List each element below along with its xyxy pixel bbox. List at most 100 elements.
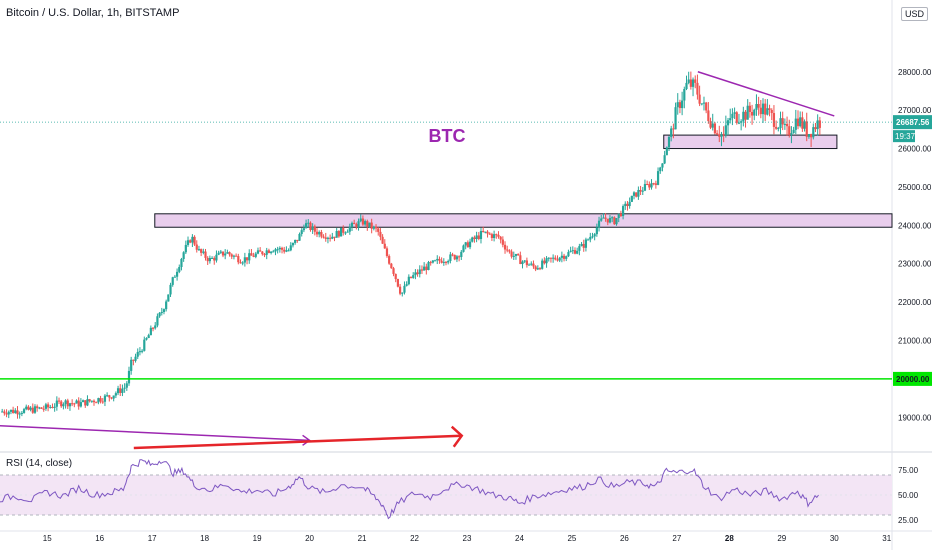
candle-body: [412, 275, 415, 278]
candle-body: [510, 251, 513, 257]
candle-body: [571, 250, 574, 252]
candle-body: [748, 105, 751, 112]
candle-body: [287, 250, 290, 252]
candle-body: [243, 257, 246, 263]
candle-body: [374, 226, 378, 229]
time-tick-label: 20: [305, 534, 314, 543]
candle-body: [296, 239, 299, 241]
candle-body: [613, 217, 616, 225]
candle-body: [390, 263, 393, 269]
candle-body: [451, 254, 454, 256]
candle-body: [554, 257, 557, 260]
candle-body: [626, 203, 629, 207]
candle-body: [169, 284, 172, 295]
candle-body: [753, 109, 756, 116]
currency-badge[interactable]: USD: [900, 7, 928, 21]
candle-body: [186, 240, 190, 245]
candle-body: [527, 264, 531, 266]
candle-body: [88, 399, 91, 402]
candle-body: [9, 409, 13, 412]
candle-body: [357, 221, 360, 228]
candle-body: [460, 251, 463, 257]
candle-body: [237, 256, 240, 263]
candle-body: [414, 272, 417, 276]
candle-body: [589, 236, 592, 240]
btc-annotation: BTC: [429, 126, 466, 146]
time-tick-label: 26: [620, 534, 629, 543]
candle-body: [755, 104, 758, 110]
candle-body: [785, 123, 789, 127]
candle-body: [335, 231, 338, 238]
time-tick-label: 29: [777, 534, 786, 543]
candle-body: [560, 255, 563, 258]
price-tick-label: 24000.00: [898, 221, 932, 230]
candle-body: [1, 411, 4, 413]
candle-body: [466, 242, 469, 248]
candle-body: [656, 171, 660, 185]
candle-body: [92, 400, 96, 403]
candle-body: [696, 82, 699, 95]
support-price-tag: 20000.00: [896, 375, 930, 384]
candle-body: [718, 134, 721, 137]
candle-body: [22, 409, 26, 413]
price-tick-label: 25000.00: [898, 183, 932, 192]
candle-body: [385, 248, 389, 257]
candle-body: [779, 118, 782, 129]
candle-body: [121, 388, 124, 393]
candle-body: [278, 247, 281, 250]
candle-body: [436, 258, 439, 261]
candle-body: [167, 294, 170, 302]
candle-body: [232, 255, 236, 257]
time-tick-label: 15: [43, 534, 52, 543]
candle-body: [165, 301, 168, 310]
candle-body: [337, 231, 340, 237]
candle-body: [783, 123, 786, 125]
candle-body: [381, 236, 384, 244]
candle-body: [624, 203, 627, 207]
candle-body: [55, 400, 58, 407]
candle-body: [241, 262, 244, 264]
candle-body: [458, 256, 461, 258]
candle-body: [447, 260, 450, 263]
candle-body: [265, 250, 268, 255]
candle-body: [700, 103, 703, 105]
candle-body: [235, 255, 238, 257]
candle-body: [197, 249, 201, 251]
candle-body: [158, 312, 161, 317]
candle-body: [103, 395, 107, 402]
candle-body: [698, 94, 701, 104]
candle-body: [283, 249, 286, 252]
candle-body: [643, 184, 647, 191]
candle-body: [790, 133, 793, 135]
candle-body: [584, 239, 588, 248]
candle-body: [501, 239, 504, 245]
candle-body: [766, 108, 769, 115]
candle-body: [215, 254, 218, 261]
candle-body: [652, 183, 655, 185]
candle-body: [254, 253, 257, 257]
candle-body: [484, 231, 487, 233]
candle-body: [116, 388, 120, 394]
candle-body: [173, 276, 177, 278]
candle-body: [300, 230, 303, 234]
candle-body: [619, 213, 623, 217]
candle-body: [206, 257, 209, 262]
time-tick-label: 17: [148, 534, 157, 543]
candle-body: [492, 234, 496, 239]
candle-body: [468, 241, 472, 248]
candle-body: [731, 113, 734, 119]
candle-body: [473, 237, 476, 240]
candle-body: [667, 136, 671, 148]
time-tick-label: 27: [672, 534, 681, 543]
candle-body: [132, 359, 135, 361]
candle-body: [628, 201, 631, 207]
candle-body: [396, 279, 400, 287]
candle-body: [130, 359, 133, 371]
candle-body: [38, 407, 41, 409]
candle-body: [694, 79, 697, 83]
price-tick-label: 19000.00: [898, 413, 932, 422]
candle-body: [576, 250, 579, 254]
candle-body: [75, 400, 78, 404]
candle-body: [333, 236, 336, 238]
